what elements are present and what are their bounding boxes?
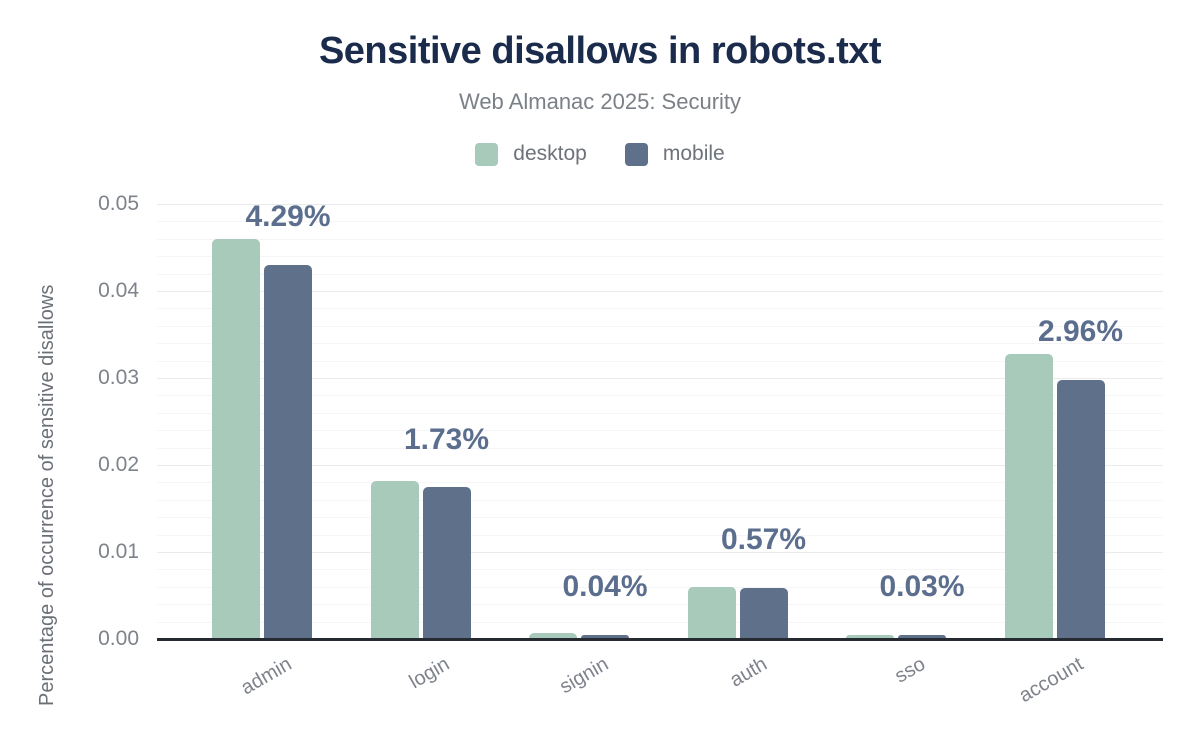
plot-area: 0.00 0.01 0.02 0.03 0.04 0.05 4.29% admin 1.73% l… bbox=[98, 192, 1163, 707]
y-tick-0.00: 0.00 bbox=[98, 627, 139, 650]
bar-mobile-admin bbox=[264, 265, 312, 638]
gridline-minor bbox=[157, 621, 1163, 623]
gridline-minor bbox=[157, 273, 1163, 275]
value-label-auth: 0.57% bbox=[720, 523, 807, 557]
gridline-minor bbox=[157, 430, 1163, 432]
x-tick-account: account bbox=[1015, 653, 1088, 708]
gridline-major bbox=[157, 465, 1163, 466]
x-tick-admin: admin bbox=[236, 653, 295, 700]
chart-subtitle: Web Almanac 2025: Security bbox=[458, 89, 742, 114]
value-label-admin: 4.29% bbox=[245, 199, 331, 233]
gridline-minor bbox=[157, 569, 1163, 571]
gridline-minor bbox=[157, 517, 1163, 519]
value-label-account: 2.96% bbox=[1037, 315, 1124, 349]
chart-title: Sensitive disallows in robots.txt bbox=[318, 30, 882, 72]
bar-mobile-sso bbox=[898, 635, 946, 638]
gridline-minor bbox=[157, 447, 1163, 449]
desktop-swatch-icon bbox=[475, 142, 499, 166]
gridline-minor bbox=[157, 499, 1163, 501]
legend-item-desktop: desktop bbox=[475, 142, 587, 166]
gridline-minor bbox=[157, 482, 1163, 484]
gridline-minor bbox=[157, 325, 1163, 327]
gridline-minor bbox=[157, 534, 1163, 536]
legend-item-mobile: mobile bbox=[624, 142, 725, 166]
gridline-major bbox=[157, 378, 1163, 379]
value-label-login: 1.73% bbox=[403, 422, 490, 456]
x-tick-login: login bbox=[405, 653, 454, 694]
gridline-minor bbox=[157, 343, 1163, 345]
y-tick-0.03: 0.03 bbox=[98, 366, 139, 389]
y-tick-0.05: 0.05 bbox=[98, 192, 139, 215]
bar-mobile-account bbox=[1056, 380, 1105, 638]
gridline-minor bbox=[157, 604, 1163, 606]
y-tick-0.01: 0.01 bbox=[98, 540, 139, 563]
x-axis-line bbox=[157, 638, 1163, 641]
x-tick-signin: signin bbox=[555, 653, 612, 699]
bar-mobile-auth bbox=[739, 588, 788, 638]
gridline-minor bbox=[157, 586, 1163, 588]
gridline-minor bbox=[157, 221, 1163, 223]
gridline-major bbox=[157, 291, 1163, 292]
bar-desktop-login bbox=[370, 481, 419, 638]
bar-desktop-auth bbox=[687, 587, 736, 638]
x-tick-auth: auth bbox=[725, 653, 771, 692]
value-label-signin: 0.04% bbox=[562, 569, 648, 603]
gridline-minor bbox=[157, 395, 1163, 397]
value-label-sso: 0.03% bbox=[879, 570, 965, 604]
gridline-major bbox=[157, 552, 1163, 553]
gridline-major bbox=[157, 204, 1163, 205]
legend-label-mobile: mobile bbox=[662, 142, 725, 165]
bar-mobile-signin bbox=[581, 635, 629, 638]
bar-mobile-login bbox=[422, 487, 471, 638]
y-tick-0.02: 0.02 bbox=[98, 453, 139, 476]
legend: desktop mobile bbox=[0, 142, 1200, 166]
gridline-minor bbox=[157, 238, 1163, 240]
legend-label-desktop: desktop bbox=[513, 142, 587, 165]
gridline-minor bbox=[157, 308, 1163, 310]
bar-desktop-sso bbox=[846, 635, 894, 638]
y-tick-0.04: 0.04 bbox=[98, 279, 139, 302]
gridline-minor bbox=[157, 256, 1163, 258]
gridline-minor bbox=[157, 360, 1163, 362]
bar-desktop-admin bbox=[212, 239, 260, 638]
mobile-swatch-icon bbox=[624, 142, 648, 166]
gridline-minor bbox=[157, 412, 1163, 414]
x-tick-sso: sso bbox=[891, 653, 929, 688]
bar-desktop-account bbox=[1004, 354, 1053, 638]
y-axis-title: Percentage of occurrence of sensitive di… bbox=[36, 284, 58, 706]
bar-desktop-signin bbox=[529, 633, 577, 638]
